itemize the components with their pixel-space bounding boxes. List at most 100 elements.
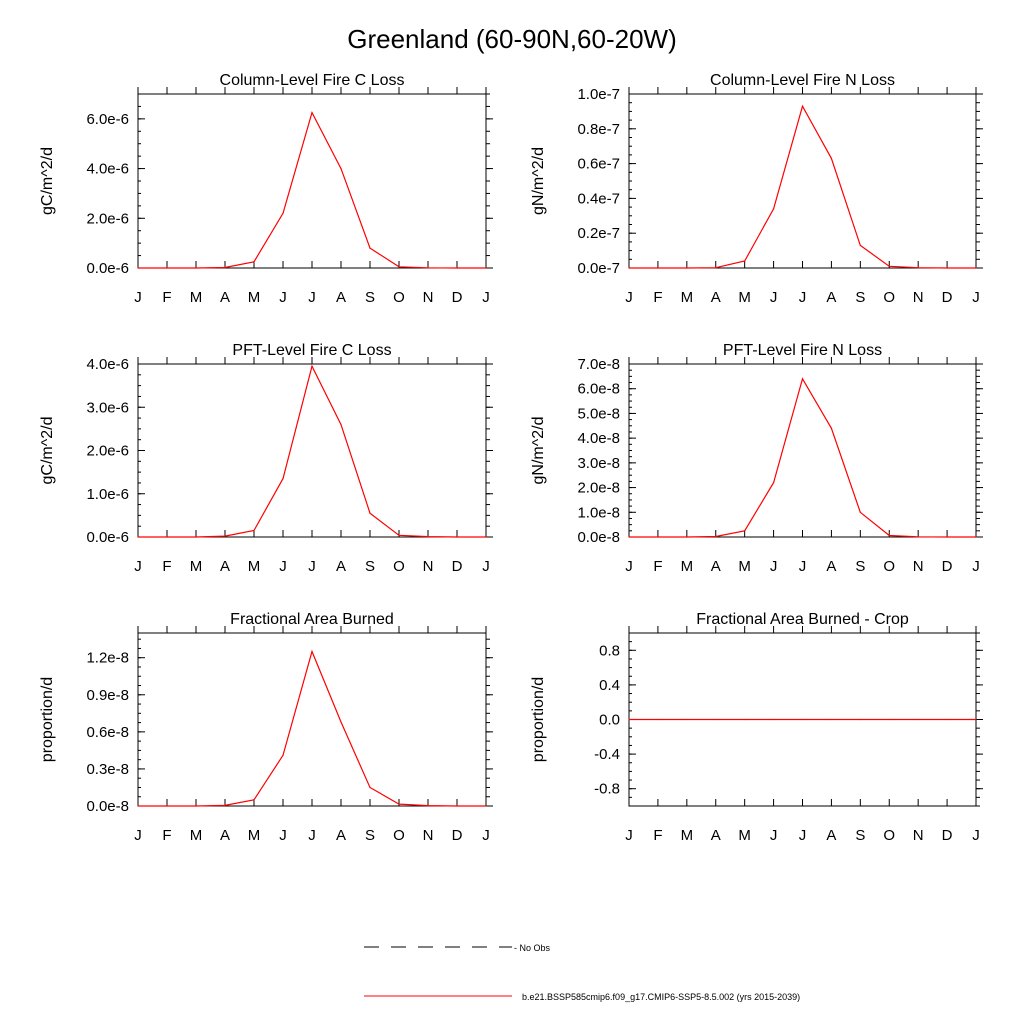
x-tick-label: N	[423, 558, 434, 575]
x-tick-label: S	[855, 827, 865, 844]
x-tick-label: J	[482, 289, 490, 306]
x-tick-label: D	[942, 289, 953, 306]
x-tick-label: M	[681, 827, 694, 844]
x-tick-label: J	[482, 827, 490, 844]
data-point	[456, 536, 458, 538]
y-axis-label: gC/m^2/d	[39, 417, 56, 485]
data-point	[657, 536, 659, 538]
x-tick-label: J	[972, 558, 980, 575]
x-tick-label: O	[393, 558, 405, 575]
data-point	[311, 112, 313, 114]
data-point	[975, 718, 977, 721]
x-tick-label: F	[162, 289, 171, 306]
data-point	[628, 267, 630, 269]
y-tick-label: 7.0e-8	[577, 356, 620, 373]
x-tick-label: M	[248, 289, 261, 306]
x-tick-label: M	[681, 558, 694, 575]
x-tick-label: N	[423, 289, 434, 306]
data-point	[715, 267, 717, 269]
y-axis-label: gC/m^2/d	[39, 147, 56, 215]
y-tick-label: 0.9e-8	[86, 687, 129, 704]
x-tick-label: D	[452, 558, 463, 575]
data-point	[195, 536, 197, 538]
data-point	[311, 365, 313, 367]
x-tick-label: M	[738, 289, 751, 306]
data-point	[715, 535, 717, 538]
y-tick-label: 5.0e-8	[577, 405, 620, 422]
x-tick-label: J	[134, 827, 142, 844]
y-tick-label: 3.0e-6	[86, 399, 129, 416]
data-point	[253, 799, 255, 801]
x-tick-label: O	[883, 827, 895, 844]
y-tick-label: 2.0e-6	[86, 443, 129, 460]
data-point	[485, 267, 487, 269]
plot-frame	[137, 93, 487, 269]
data-point	[657, 718, 659, 721]
x-tick-label: F	[162, 827, 171, 844]
data-point	[859, 244, 861, 246]
x-tick-label: M	[681, 289, 694, 306]
y-tick-label: 3.0e-8	[577, 455, 620, 472]
data-point	[830, 718, 833, 721]
data-point	[398, 803, 400, 805]
y-tick-label: 1.0e-6	[86, 486, 129, 503]
data-point	[253, 529, 255, 532]
data-point	[253, 261, 255, 263]
data-point	[772, 718, 775, 721]
x-tick-label: J	[799, 289, 807, 306]
y-tick-label: 0.0e-6	[86, 260, 129, 277]
data-point	[830, 427, 833, 429]
data-point	[166, 536, 168, 538]
data-point	[917, 267, 919, 269]
x-tick-label: M	[738, 558, 751, 575]
data-point	[282, 754, 284, 756]
chart-title: Column-Level Fire N Loss	[710, 72, 895, 89]
data-point	[166, 805, 168, 807]
x-tick-label: F	[653, 558, 662, 575]
x-tick-label: J	[308, 289, 316, 306]
x-tick-label: F	[162, 558, 171, 575]
y-tick-label: 4.0e-6	[86, 161, 129, 178]
data-point	[456, 267, 458, 269]
x-tick-label: O	[883, 289, 895, 306]
legend-model-label: b.e21.BSSP585cmip6.f09_g17.CMIP6-SSP5-8.…	[522, 992, 800, 1002]
x-tick-label: F	[653, 827, 662, 844]
data-point	[369, 247, 371, 249]
y-tick-label: 0.0e-8	[577, 529, 620, 546]
data-point	[715, 718, 717, 721]
data-point	[801, 718, 804, 721]
data-point	[628, 536, 630, 538]
x-tick-label: A	[711, 827, 721, 844]
x-tick-label: S	[365, 558, 375, 575]
x-tick-label: A	[336, 827, 346, 844]
y-tick-label: 1.2e-8	[86, 650, 129, 667]
x-tick-label: S	[365, 827, 375, 844]
x-tick-label: J	[625, 558, 633, 575]
data-point	[888, 265, 890, 267]
y-tick-label: 2.0e-8	[577, 480, 620, 497]
x-tick-label: O	[883, 558, 895, 575]
x-tick-label: O	[393, 289, 405, 306]
series-line	[629, 377, 976, 538]
x-tick-label: J	[799, 558, 807, 575]
data-point	[311, 650, 313, 653]
chart-title: Fractional Area Burned - Crop	[696, 611, 909, 628]
plot-frame	[137, 632, 487, 807]
chart-title: PFT-Level Fire C Loss	[232, 342, 391, 359]
data-point	[195, 805, 197, 807]
x-tick-label: S	[855, 558, 865, 575]
data-point	[772, 482, 775, 484]
x-tick-label: N	[423, 827, 434, 844]
data-point	[224, 266, 226, 269]
y-tick-label: 0.0e-8	[86, 798, 129, 815]
data-point	[801, 378, 804, 380]
x-tick-label: D	[942, 827, 953, 844]
x-tick-label: A	[336, 558, 346, 575]
x-tick-label: A	[220, 827, 230, 844]
x-tick-label: J	[308, 558, 316, 575]
data-point	[485, 536, 487, 538]
chart-title: Column-Level Fire C Loss	[220, 72, 405, 89]
y-tick-label: 1.0e-8	[577, 504, 620, 521]
